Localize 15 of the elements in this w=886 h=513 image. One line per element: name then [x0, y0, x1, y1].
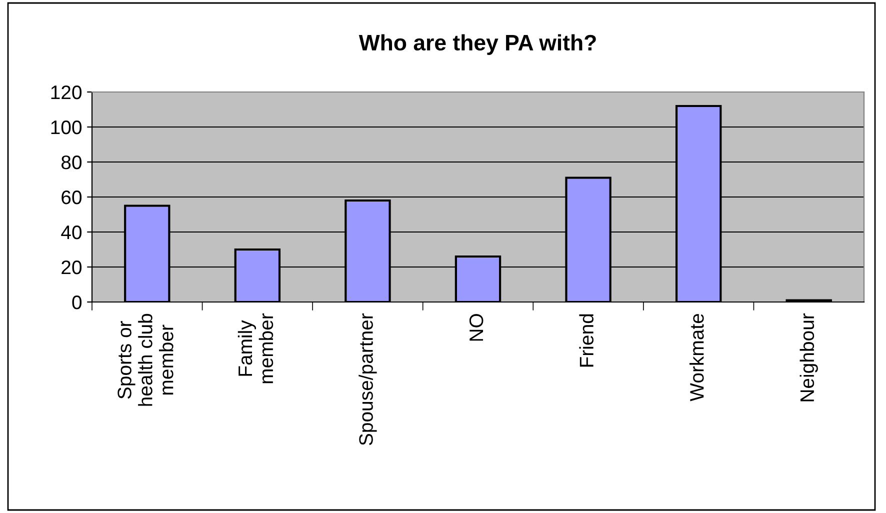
- x-tick-label: Workmate: [690, 314, 704, 402]
- y-tick-label: 100: [51, 120, 82, 134]
- chart-title: Who are they PA with?: [358, 34, 596, 55]
- y-tick-label: 120: [51, 85, 82, 100]
- x-tick-label: Sports or health club member: [118, 314, 174, 406]
- x-tick-label: Family member: [238, 313, 274, 384]
- x-tick-label: NO: [469, 314, 484, 341]
- x-tick-label: Neighbour: [800, 313, 818, 402]
- y-tick-label: 20: [62, 260, 82, 274]
- y-tick-label: 60: [62, 190, 82, 204]
- x-tick-label: Spouse/partner: [358, 313, 377, 446]
- y-tick-label: 40: [61, 225, 82, 240]
- y-tick-label: 80: [61, 155, 82, 170]
- x-tick-label: Friend: [579, 314, 594, 367]
- y-tick-label: 0: [72, 295, 82, 310]
